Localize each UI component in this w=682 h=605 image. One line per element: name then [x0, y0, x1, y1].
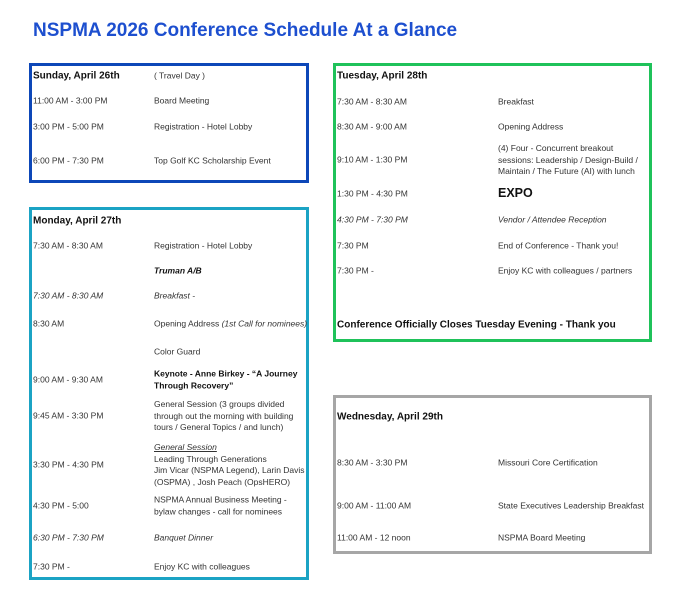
event-text: Enjoy KC with colleagues / partners [498, 265, 633, 276]
row-time: 7:30 AM - 8:30 AM [33, 240, 103, 251]
event-line: Jim Vicar (NSPMA Legend), Larin Davis (O… [154, 465, 305, 487]
row-time: 7:30 AM - 8:30 AM [337, 96, 407, 107]
event-text: Opening Address [498, 121, 564, 132]
event-text: End of Conference - Thank you! [498, 240, 619, 251]
row-time: 11:00 AM - 3:00 PM [33, 95, 108, 106]
event-text: Breakfast - [154, 290, 196, 301]
day-footer: Conference Officially Closes Tuesday Eve… [337, 319, 616, 331]
tuesday-schedule-box: Tuesday, April 28th 7:30 AM - 8:30 AM Brea… [333, 63, 652, 342]
row-event: Enjoy KC with colleagues / partners [498, 265, 650, 277]
row-event: (4) Four - Concurrent breakout sessions:… [498, 143, 650, 178]
row-event: Breakfast [498, 96, 650, 108]
wednesday-schedule-box: Wednesday, April 29th 8:30 AM - 3:30 PM Mi… [333, 395, 652, 554]
event-text: Registration - Hotel Lobby [154, 240, 253, 251]
day-header: Tuesday, April 28th [337, 70, 428, 82]
row-event: Vendor / Attendee Reception [498, 214, 650, 226]
row-time: 1:30 PM - 4:30 PM [337, 188, 408, 199]
row-event: Opening Address [498, 121, 650, 133]
row-event: Breakfast - [154, 290, 310, 302]
event-text: Vendor / Attendee Reception [498, 214, 607, 225]
row-time: 7:30 PM - [33, 561, 70, 572]
event-text: Missouri Core Certification [498, 457, 598, 468]
monday-schedule-box: Monday, April 27th 7:30 AM - 8:30 AM Regis… [29, 207, 309, 580]
row-event: Registration - Hotel Lobby [154, 121, 310, 133]
event-text: Banquet Dinner [154, 532, 214, 543]
event-text: NSPMA Board Meeting [498, 532, 586, 543]
event-text: NSPMA Annual Business Meeting - bylaw ch… [154, 494, 287, 517]
event-text: Board Meeting [154, 95, 210, 106]
row-event: NSPMA Annual Business Meeting - bylaw ch… [154, 495, 310, 518]
event-note: (1st Call for nominees) [221, 318, 308, 329]
row-time: 9:10 AM - 1:30 PM [337, 154, 408, 165]
page-title: NSPMA 2026 Conference Schedule At a Glan… [33, 20, 458, 41]
row-time: 8:30 AM - 3:30 PM [337, 457, 408, 468]
row-event: NSPMA Board Meeting [498, 532, 650, 544]
row-event: Top Golf KC Scholarship Event [154, 155, 310, 167]
event-text: (4) Four - Concurrent breakout sessions:… [498, 142, 638, 176]
row-event: Registration - Hotel Lobby [154, 240, 310, 252]
row-event: State Executives Leadership Breakfast [498, 500, 650, 512]
row-time: 9:00 AM - 9:30 AM [33, 374, 103, 385]
event-text: Top Golf KC Scholarship Event [154, 155, 271, 166]
row-time: 3:30 PM - 4:30 PM [33, 459, 104, 470]
row-time: 11:00 AM - 12 noon [337, 532, 411, 543]
event-line: Leading Through Generations [154, 453, 267, 464]
event-text: Registration - Hotel Lobby [154, 121, 253, 132]
event-text: Truman A/B [154, 265, 202, 276]
day-header-note: ( Travel Day ) [154, 70, 206, 81]
row-event: Enjoy KC with colleagues [154, 561, 310, 573]
event-text: Color Guard [154, 346, 201, 357]
event-heading: General Session [154, 442, 217, 452]
event-text: State Executives Leadership Breakfast [498, 500, 644, 511]
row-time: 4:30 PM - 5:00 [33, 500, 89, 511]
row-event: General Session (3 groups divided throug… [154, 399, 310, 434]
event-text: Opening Address [154, 318, 222, 329]
row-event: General Session Leading Through Generati… [154, 442, 310, 488]
row-event: Board Meeting [154, 95, 310, 107]
row-time: 8:30 AM [33, 318, 65, 329]
sunday-schedule-box: Sunday, April 26th ( Travel Day ) 11:00 AM… [29, 63, 309, 183]
row-time: 4:30 PM - 7:30 PM [337, 214, 408, 225]
row-time: 3:00 PM - 5:00 PM [33, 121, 104, 132]
row-event: Color Guard [154, 346, 310, 358]
row-time: 8:30 AM - 9:00 AM [337, 121, 407, 132]
row-time: 7:30 AM - 8:30 AM [33, 290, 104, 301]
event-text: Breakfast [498, 96, 534, 107]
row-time: 6:00 PM - 7:30 PM [33, 155, 104, 166]
row-time: 7:30 PM [337, 240, 369, 251]
row-time: 9:00 AM - 11:00 AM [337, 500, 412, 511]
event-text: General Session (3 groups divided throug… [154, 398, 294, 432]
event-text: Keynote - Anne Birkey - “A Journey Throu… [154, 368, 298, 391]
row-event: Banquet Dinner [154, 532, 310, 544]
day-header: Sunday, April 26th [33, 70, 120, 82]
event-text: EXPO [498, 185, 533, 200]
row-time: 9:45 AM - 3:30 PM [33, 410, 104, 421]
event-text: Enjoy KC with colleagues [154, 561, 250, 572]
row-event: Opening Address (1st Call for nominees) [154, 318, 310, 330]
row-event: Keynote - Anne Birkey - “A Journey Throu… [154, 369, 310, 392]
row-event: Truman A/B [154, 265, 310, 277]
row-event: Missouri Core Certification [498, 457, 650, 469]
row-time: 6:30 PM - 7:30 PM [33, 532, 104, 543]
row-time: 7:30 PM - [337, 265, 374, 276]
row-event: EXPO [498, 185, 650, 201]
day-header: Monday, April 27th [33, 215, 122, 227]
day-header: Wednesday, April 29th [337, 411, 443, 423]
row-event: End of Conference - Thank you! [498, 240, 650, 252]
